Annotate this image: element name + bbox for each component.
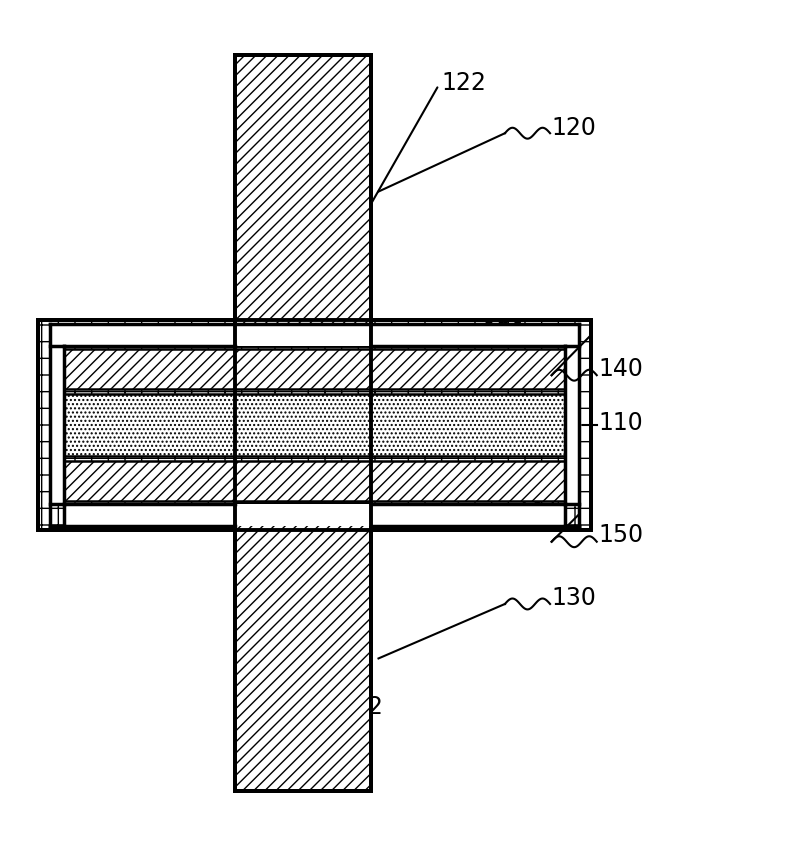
Bar xyxy=(63,394,565,456)
Bar xyxy=(38,320,591,530)
Text: 140: 140 xyxy=(598,357,643,381)
Bar xyxy=(63,348,565,389)
Text: 110: 110 xyxy=(598,411,643,435)
Text: 131: 131 xyxy=(515,493,560,517)
Bar xyxy=(63,503,565,526)
Text: 132: 132 xyxy=(338,694,383,719)
Bar xyxy=(63,324,565,347)
Bar xyxy=(38,320,591,530)
Text: 120: 120 xyxy=(551,116,596,139)
Bar xyxy=(50,324,63,503)
Bar xyxy=(565,324,579,503)
Bar xyxy=(234,503,371,790)
Text: 122: 122 xyxy=(441,71,486,94)
Text: 150: 150 xyxy=(598,524,643,547)
Text: 121: 121 xyxy=(482,320,527,343)
Bar xyxy=(63,461,565,502)
Bar xyxy=(234,55,371,347)
Text: 130: 130 xyxy=(551,586,596,609)
